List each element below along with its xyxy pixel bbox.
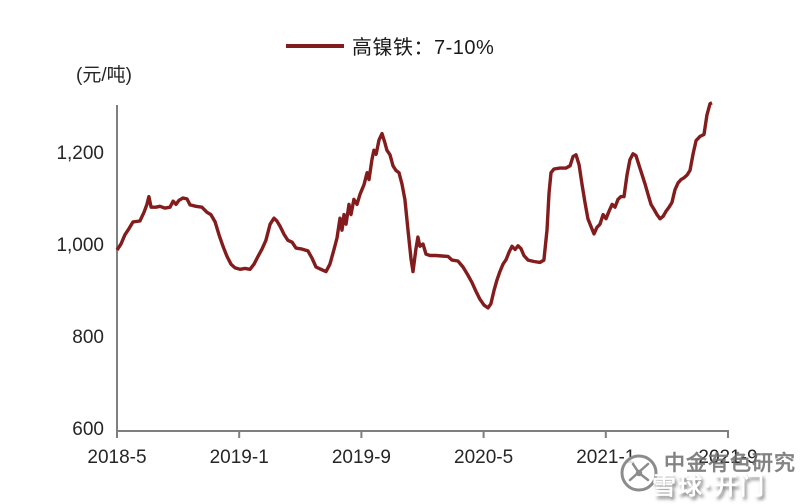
y-tick-label: 1,200	[56, 143, 104, 164]
x-tick-label: 2020-5	[454, 447, 513, 468]
y-tick-label: 1,000	[56, 235, 104, 256]
x-tick-label: 2019-1	[210, 447, 269, 468]
price-line-high-nickel-iron	[115, 101, 713, 310]
legend-line-swatch	[286, 43, 344, 48]
x-tick-label: 2019-9	[332, 447, 391, 468]
legend: 高镍铁：7-10%	[286, 31, 494, 60]
legend-label: 高镍铁：7-10%	[352, 37, 495, 59]
y-axis-unit-label: (元/吨)	[76, 65, 132, 86]
x-tick-label: 2021-9	[698, 447, 757, 468]
x-tick-label: 2021-1	[576, 447, 635, 468]
y-tick-label: 800	[72, 327, 104, 348]
y-tick-label: 600	[72, 419, 104, 440]
x-tick-label: 2018-5	[87, 447, 146, 468]
